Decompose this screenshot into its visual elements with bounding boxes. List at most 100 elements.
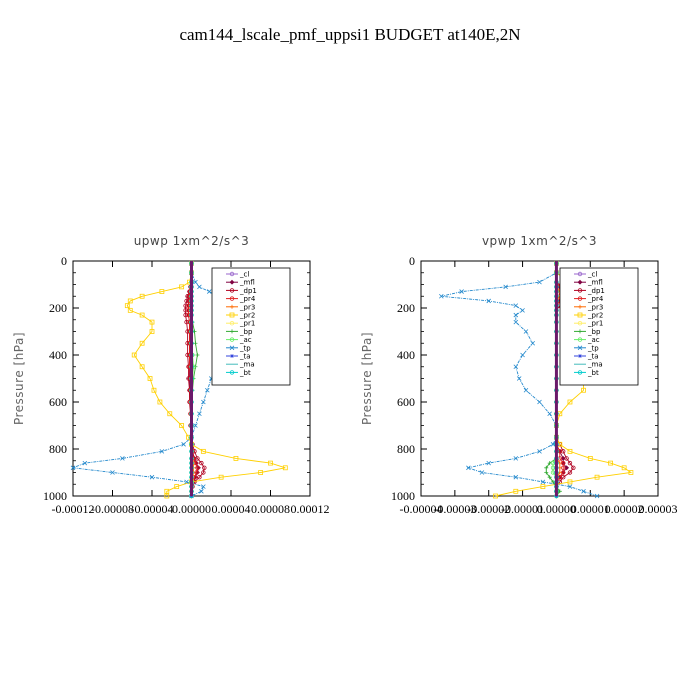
y-tick-label: 200 xyxy=(397,301,415,315)
legend-marker xyxy=(230,354,234,358)
legend-marker xyxy=(229,279,235,285)
legend-box xyxy=(559,267,639,386)
data-point xyxy=(201,470,206,475)
data-point xyxy=(530,340,536,346)
data-point xyxy=(183,308,188,313)
data-point xyxy=(594,474,600,480)
legend-marker xyxy=(230,329,234,334)
data-point xyxy=(459,289,464,294)
x-tick-label: 0.00004 xyxy=(212,502,251,516)
data-point xyxy=(537,399,542,405)
y-tick-label: 600 xyxy=(397,395,415,409)
data-point xyxy=(547,411,552,417)
data-point xyxy=(513,319,519,325)
legend-box xyxy=(211,267,291,386)
data-point xyxy=(164,493,170,499)
data-point xyxy=(594,493,600,499)
data-point xyxy=(139,312,145,318)
data-point xyxy=(547,475,552,480)
data-point xyxy=(179,284,185,290)
data-point xyxy=(486,298,491,304)
data-point xyxy=(184,479,189,485)
data-point xyxy=(628,470,634,475)
data-point xyxy=(581,387,586,393)
y-axis-label: Pressure [hPa] xyxy=(12,332,26,425)
legend-marker xyxy=(578,329,582,334)
legend-marker xyxy=(229,345,235,351)
legend-label: _ma xyxy=(587,361,603,369)
data-point xyxy=(513,312,519,318)
data-point xyxy=(164,488,170,494)
legend-label: _cl xyxy=(239,271,249,279)
legend-label: _bt xyxy=(587,369,599,377)
data-point xyxy=(513,456,519,461)
data-point xyxy=(200,448,206,454)
legend-label: _pr2 xyxy=(239,312,255,320)
y-tick-label: 0 xyxy=(409,254,415,268)
legend-marker xyxy=(229,288,235,293)
x-tick-label: -0.00001 xyxy=(501,502,544,516)
legend-marker xyxy=(229,321,235,326)
legend-label: _bp xyxy=(587,328,601,336)
series-line xyxy=(441,263,598,497)
legend-marker xyxy=(577,271,583,277)
legend-marker xyxy=(577,370,583,375)
data-point xyxy=(233,455,239,461)
legend-marker xyxy=(229,271,235,277)
data-point xyxy=(181,442,186,447)
data-point xyxy=(127,298,133,304)
x-tick-label: 0.00002 xyxy=(605,502,644,516)
data-point xyxy=(149,329,155,334)
data-point xyxy=(179,423,185,428)
data-point xyxy=(202,465,207,470)
data-point xyxy=(124,303,130,309)
legend-label: _bp xyxy=(239,328,253,336)
data-point xyxy=(110,470,115,475)
data-point xyxy=(513,303,519,308)
data-point xyxy=(120,456,125,461)
data-point xyxy=(540,484,546,490)
data-point xyxy=(131,352,137,358)
data-point xyxy=(149,319,155,325)
data-point xyxy=(183,303,188,308)
data-point xyxy=(139,340,145,346)
data-point xyxy=(523,329,529,334)
data-point xyxy=(159,289,165,294)
legend-label: _pr4 xyxy=(239,295,256,303)
data-point xyxy=(193,341,198,346)
legend-label: _pr4 xyxy=(587,295,604,303)
legend-label: _ma xyxy=(239,361,255,369)
series-line xyxy=(185,263,205,496)
data-point xyxy=(439,293,444,299)
x-tick-label: -0.00004 xyxy=(131,502,174,516)
legend-marker xyxy=(578,304,582,309)
data-point xyxy=(139,293,145,299)
data-point xyxy=(564,456,569,461)
legend-label: _ta xyxy=(239,353,251,361)
legend-label: _mfl xyxy=(239,279,255,287)
legend-marker xyxy=(577,321,583,326)
data-point xyxy=(201,484,206,489)
x-tick-label: 0.00001 xyxy=(571,502,610,516)
data-point xyxy=(184,319,189,325)
data-point xyxy=(197,411,202,417)
data-point xyxy=(571,465,576,470)
data-point xyxy=(184,298,189,304)
data-point xyxy=(201,399,206,405)
legend: _cl_mfl_dp1_pr4_pr3_pr2_pr1_bp_ac_tp_ta_… xyxy=(559,267,639,386)
legend: _cl_mfl_dp1_pr4_pr3_pr2_pr1_bp_ac_tp_ta_… xyxy=(211,267,291,386)
x-tick-label: 0.00000 xyxy=(537,502,576,516)
data-point xyxy=(205,387,210,393)
legend-label: _ta xyxy=(587,353,599,361)
data-point xyxy=(268,460,273,466)
series-pr2 xyxy=(124,260,288,499)
chart-panel-1: upwp 1xm^2/s^3 Pressure [hPa] 0 200 400 600 80… xyxy=(12,234,330,516)
x-tick-label: -0.00012 xyxy=(52,502,95,516)
legend-marker xyxy=(577,337,583,342)
data-point xyxy=(139,364,145,370)
y-tick-label: 800 xyxy=(49,442,67,456)
y-tick-label: 600 xyxy=(49,395,67,409)
y-tick-label: 400 xyxy=(397,348,415,362)
data-point xyxy=(520,308,525,313)
